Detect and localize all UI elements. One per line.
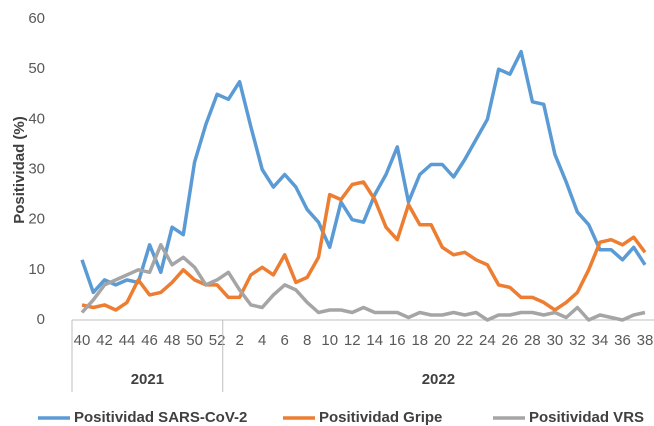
- x-tick-label: 14: [366, 332, 383, 349]
- x-tick-label: 26: [502, 332, 519, 349]
- x-tick-label: 42: [96, 332, 113, 349]
- x-tick-label: 34: [592, 332, 609, 349]
- y-tick-label: 10: [28, 261, 45, 278]
- series-line: [80, 49, 647, 295]
- x-group-label: 2022: [422, 371, 455, 388]
- series-line: [80, 243, 646, 322]
- legend-label: Positividad Gripe: [319, 409, 442, 426]
- x-tick-label: 38: [637, 332, 654, 349]
- x-tick-label: 20: [434, 332, 451, 349]
- series-line: [81, 180, 647, 312]
- x-tick-label: 6: [281, 332, 289, 349]
- y-tick-label: 60: [28, 10, 45, 27]
- y-tick-label: 0: [37, 311, 45, 328]
- x-tick-label: 12: [344, 332, 361, 349]
- x-tick-label: 24: [479, 332, 496, 349]
- x-tick-label: 52: [209, 332, 226, 349]
- x-tick-label: 48: [164, 332, 181, 349]
- x-tick-label: 40: [74, 332, 91, 349]
- x-tick-label: 50: [186, 332, 203, 349]
- legend-label: Positividad SARS-CoV-2: [74, 409, 247, 426]
- x-tick-label: 8: [303, 332, 311, 349]
- y-tick-label: 40: [28, 110, 45, 127]
- y-tick-label: 20: [28, 211, 45, 228]
- x-tick-label: 10: [321, 332, 338, 349]
- x-tick-label: 30: [547, 332, 564, 349]
- x-tick-label: 36: [614, 332, 631, 349]
- x-tick-label: 18: [411, 332, 428, 349]
- x-tick-label: 44: [119, 332, 136, 349]
- x-group-label: 2021: [131, 371, 164, 388]
- x-tick-label: 22: [456, 332, 473, 349]
- x-tick-label: 32: [569, 332, 586, 349]
- x-tick-label: 28: [524, 332, 541, 349]
- y-tick-label: 30: [28, 160, 45, 177]
- x-tick-label: 4: [258, 332, 266, 349]
- y-tick-label: 50: [28, 60, 45, 77]
- legend-label: Positividad VRS: [529, 409, 644, 426]
- x-tick-label: 2: [235, 332, 243, 349]
- x-tick-label: 16: [389, 332, 406, 349]
- x-tick-label: 46: [141, 332, 158, 349]
- y-axis-label: Positividad (%): [11, 116, 28, 224]
